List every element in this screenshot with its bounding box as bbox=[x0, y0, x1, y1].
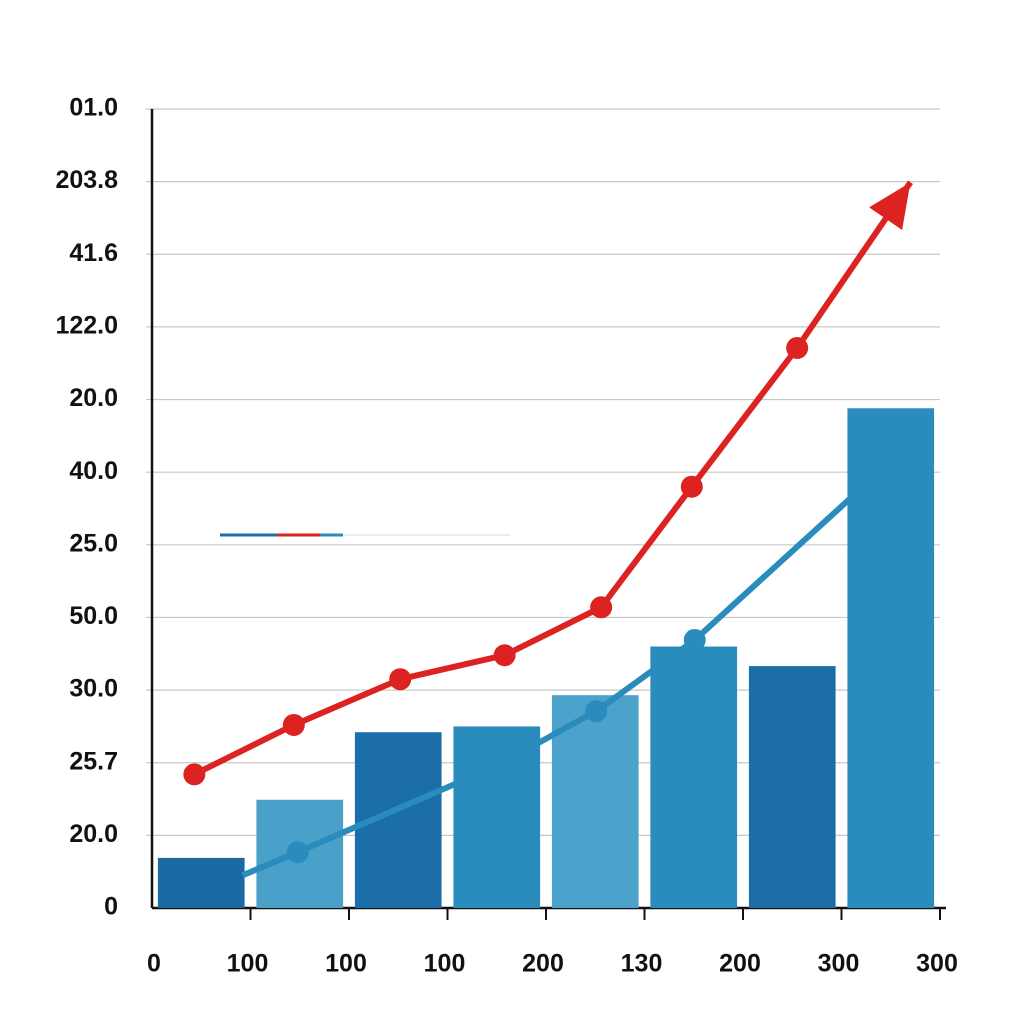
x-tick-label: 130 bbox=[621, 950, 663, 978]
bar bbox=[453, 726, 541, 908]
line-point bbox=[585, 700, 608, 723]
line-point bbox=[680, 475, 703, 498]
y-tick-label: 203.8 bbox=[55, 166, 118, 194]
line-point bbox=[484, 755, 507, 778]
bar bbox=[650, 646, 738, 908]
line-point bbox=[286, 841, 309, 864]
y-tick-label: 122.0 bbox=[55, 312, 118, 340]
x-tick-label: 100 bbox=[424, 950, 466, 978]
bar bbox=[748, 666, 836, 908]
x-tick-label: 100 bbox=[325, 950, 367, 978]
x-tick-label: 100 bbox=[227, 950, 269, 978]
line-point bbox=[389, 668, 412, 691]
y-tick-label: 01.0 bbox=[69, 94, 118, 122]
y-tick-label: 20.0 bbox=[69, 820, 118, 848]
line-point bbox=[786, 336, 809, 359]
y-tick-label: 25.7 bbox=[69, 747, 118, 775]
line-point bbox=[493, 644, 516, 667]
line-point bbox=[183, 763, 206, 786]
y-tick-label: 40.0 bbox=[69, 457, 118, 485]
bar bbox=[847, 408, 935, 908]
line-point bbox=[590, 596, 613, 619]
bar bbox=[157, 857, 245, 908]
x-tick-label: 200 bbox=[719, 950, 761, 978]
line-point bbox=[282, 713, 305, 736]
line-point bbox=[683, 628, 706, 651]
line bbox=[193, 180, 913, 778]
y-tick-label: 41.6 bbox=[69, 239, 118, 267]
arrow-head bbox=[869, 182, 911, 230]
y-tick-label: 20.0 bbox=[69, 384, 118, 412]
y-tick-label: 30.0 bbox=[69, 675, 118, 703]
x-tick-label: 200 bbox=[522, 950, 564, 978]
x-tick-label: 0 bbox=[147, 950, 161, 978]
y-tick-label: 50.0 bbox=[69, 602, 118, 630]
y-tick-label: 0 bbox=[104, 893, 118, 921]
y-tick-label: 25.0 bbox=[69, 529, 118, 557]
x-tick-label: 300 bbox=[818, 950, 860, 978]
x-tick-label: 300 bbox=[916, 950, 958, 978]
